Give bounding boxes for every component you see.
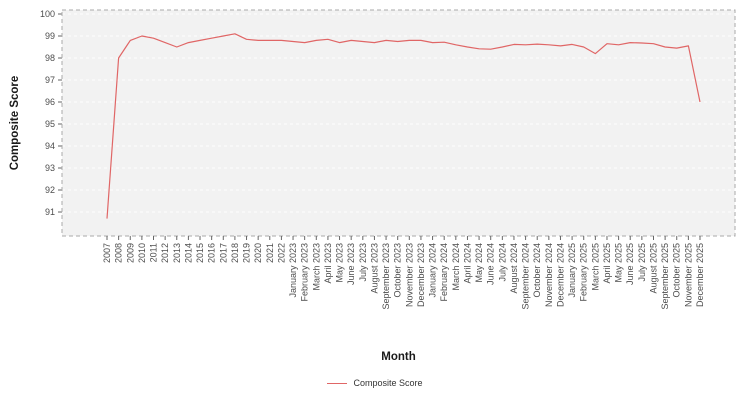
x-tick-label: January 2024 bbox=[428, 243, 438, 298]
x-tick-label: 2016 bbox=[207, 243, 217, 263]
y-tick-label: 92 bbox=[45, 185, 55, 195]
x-tick-label: September 2024 bbox=[521, 243, 531, 310]
y-axis-label: Composite Score bbox=[9, 75, 21, 171]
x-axis-label: Month bbox=[381, 351, 416, 363]
x-tick-label: May 2025 bbox=[614, 243, 624, 283]
legend: Composite Score bbox=[0, 378, 750, 388]
x-tick-label: June 2025 bbox=[625, 243, 635, 285]
x-tick-label: February 2023 bbox=[300, 243, 310, 302]
x-tick-label: 2021 bbox=[265, 243, 275, 263]
plot-background bbox=[62, 10, 735, 236]
x-tick-label: July 2023 bbox=[358, 243, 368, 282]
x-tick-label: February 2025 bbox=[579, 243, 589, 302]
y-tick-label: 93 bbox=[45, 163, 55, 173]
x-tick-label: 2010 bbox=[137, 243, 147, 263]
composite-score-line bbox=[106, 33, 701, 219]
x-tick-label: November 2024 bbox=[544, 243, 554, 307]
y-tick-label: 91 bbox=[45, 207, 55, 217]
x-tick-label: January 2023 bbox=[288, 243, 298, 298]
x-tick-label: January 2025 bbox=[567, 243, 577, 298]
x-tick-label: 2012 bbox=[160, 243, 170, 263]
x-tick-label: August 2025 bbox=[648, 243, 658, 294]
x-tick-label: July 2024 bbox=[497, 243, 507, 282]
x-tick-label: September 2023 bbox=[381, 243, 391, 310]
x-tick-label: 2011 bbox=[149, 243, 159, 262]
x-tick-label: April 2023 bbox=[323, 243, 333, 284]
plot-border bbox=[61, 9, 736, 237]
x-tick-label: October 2024 bbox=[532, 243, 542, 298]
x-tick-label: 2022 bbox=[276, 243, 286, 263]
x-tick-label: 2007 bbox=[102, 243, 112, 263]
legend-label: Composite Score bbox=[353, 378, 423, 388]
x-tick-label: October 2025 bbox=[672, 243, 682, 298]
y-tick-label: 95 bbox=[45, 119, 55, 129]
legend-marker bbox=[327, 382, 348, 384]
y-tick-label: 97 bbox=[45, 75, 55, 85]
x-tick-label: May 2024 bbox=[474, 243, 484, 283]
x-tick-label: December 2025 bbox=[695, 243, 705, 307]
x-tick-label: April 2024 bbox=[462, 243, 472, 284]
x-tick-label: September 2025 bbox=[660, 243, 670, 310]
x-tick-label: 2015 bbox=[195, 243, 205, 263]
x-tick-label: October 2023 bbox=[393, 243, 403, 298]
x-tick-label: December 2024 bbox=[555, 243, 565, 307]
x-tick-label: June 2024 bbox=[486, 243, 496, 285]
x-tick-label: April 2025 bbox=[602, 243, 612, 284]
x-tick-label: November 2023 bbox=[404, 243, 414, 307]
x-tick-label: August 2023 bbox=[369, 243, 379, 294]
x-tick-label: 2013 bbox=[172, 243, 182, 263]
x-tick-label: 2018 bbox=[230, 243, 240, 263]
x-tick-label: June 2023 bbox=[346, 243, 356, 285]
x-tick-label: March 2024 bbox=[451, 243, 461, 291]
x-tick-label: July 2025 bbox=[637, 243, 647, 282]
y-tick-label: 96 bbox=[45, 97, 55, 107]
x-tick-label: 2014 bbox=[183, 243, 193, 263]
x-tick-label: 2008 bbox=[114, 243, 124, 263]
x-tick-label: May 2023 bbox=[335, 243, 345, 283]
x-tick-label: December 2023 bbox=[416, 243, 426, 307]
x-tick-label: November 2025 bbox=[683, 243, 693, 307]
y-tick-label: 99 bbox=[45, 31, 55, 41]
x-tick-label: 2017 bbox=[218, 243, 228, 263]
x-tick-label: March 2025 bbox=[590, 243, 600, 291]
x-tick-label: 2009 bbox=[125, 243, 135, 263]
x-tick-label: 2020 bbox=[253, 243, 263, 263]
x-tick-label: August 2024 bbox=[509, 243, 519, 294]
x-tick-label: 2019 bbox=[242, 243, 252, 263]
x-tick-label: February 2024 bbox=[439, 243, 449, 302]
y-tick-label: 98 bbox=[45, 53, 55, 63]
x-tick-label: March 2023 bbox=[311, 243, 321, 291]
y-tick-label: 100 bbox=[40, 9, 55, 19]
y-tick-label: 94 bbox=[45, 141, 55, 151]
